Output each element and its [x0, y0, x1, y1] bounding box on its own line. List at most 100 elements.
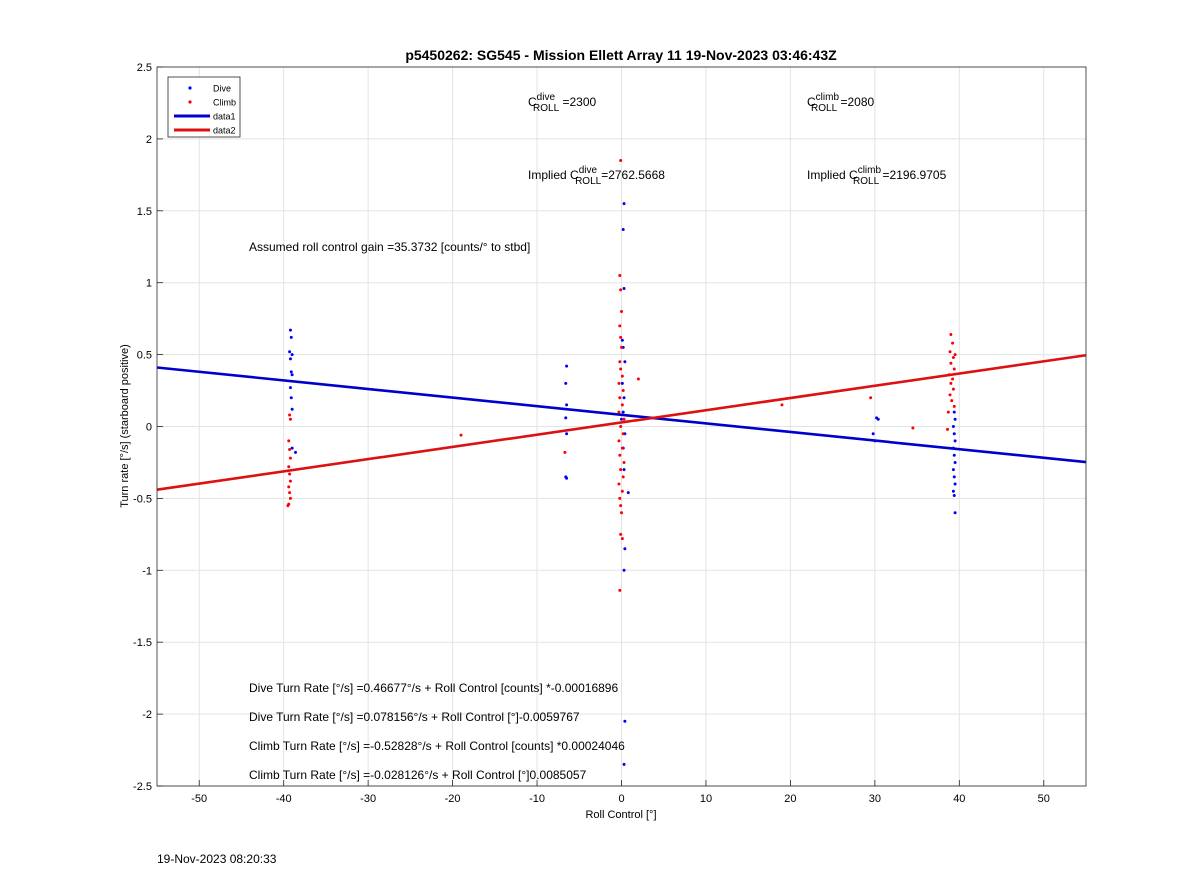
point-climb: [619, 335, 623, 339]
point-dive: [290, 446, 294, 450]
point-dive: [952, 410, 956, 414]
y-tick-label: -2: [142, 709, 152, 721]
point-climb: [618, 588, 622, 592]
y-tick-label: 0.5: [137, 350, 152, 362]
point-dive: [565, 403, 569, 407]
point-climb: [949, 381, 953, 385]
fit-line-data1: [156, 366, 1087, 464]
point-climb: [620, 374, 624, 378]
point-climb: [287, 465, 291, 469]
point-climb: [288, 496, 292, 500]
point-dive: [290, 353, 294, 357]
point-climb: [951, 387, 955, 391]
point-climb: [619, 288, 623, 292]
chart-title: p5450262: SG545 - Mission Ellett Array 1…: [405, 47, 837, 63]
point-climb: [563, 450, 567, 454]
point-dive: [290, 407, 294, 411]
point-climb: [951, 355, 955, 359]
point-climb: [953, 353, 957, 357]
point-climb: [617, 439, 621, 443]
point-dive: [622, 568, 626, 572]
y-tick-label: -1.5: [133, 637, 152, 649]
point-dive: [620, 381, 624, 385]
point-climb: [288, 472, 292, 476]
point-climb: [947, 373, 951, 377]
point-climb: [945, 427, 949, 431]
point-climb: [621, 432, 625, 436]
y-tick-label: 0: [146, 422, 152, 434]
point-climb: [619, 367, 623, 371]
x-tick-label: 20: [784, 793, 796, 805]
point-climb: [288, 448, 292, 452]
point-climb: [617, 482, 621, 486]
point-climb: [621, 475, 625, 479]
point-climb: [620, 537, 624, 541]
fit-equation: Climb Turn Rate [°/s] =-0.028126°/s + Ro…: [249, 768, 587, 782]
point-dive: [564, 381, 568, 385]
point-climb: [946, 410, 950, 414]
point-climb: [869, 396, 873, 400]
point-dive: [952, 453, 956, 457]
legend-label: data1: [213, 112, 236, 122]
point-dive: [288, 328, 292, 332]
point-dive: [951, 489, 955, 493]
point-dive: [622, 202, 626, 206]
y-tick-label: 2: [146, 134, 152, 146]
point-dive: [952, 475, 956, 479]
implied-c-roll-dive-label: Implied Cdive ROLL=2762.5668: [528, 165, 665, 187]
point-dive: [953, 439, 957, 443]
point-climb: [618, 396, 622, 400]
point-dive: [290, 373, 294, 377]
x-tick-label: 30: [869, 793, 881, 805]
point-climb: [952, 404, 956, 408]
point-climb: [949, 361, 953, 365]
point-dive: [953, 482, 957, 486]
point-dive: [288, 357, 292, 361]
point-climb: [618, 496, 622, 500]
fit-equation: Climb Turn Rate [°/s] =-0.52828°/s + Rol…: [249, 739, 625, 753]
point-dive: [565, 364, 569, 368]
point-dive: [622, 286, 626, 290]
point-climb: [288, 479, 292, 483]
y-tick-label: -2.5: [133, 781, 152, 793]
point-dive: [876, 417, 880, 421]
fit-equation: Dive Turn Rate [°/s] =0.078156°/s + Roll…: [249, 710, 580, 724]
point-dive: [871, 432, 875, 436]
point-climb: [288, 456, 292, 460]
legend-marker: [188, 86, 192, 90]
fit-line-data2: [156, 353, 1087, 491]
x-tick-label: -50: [191, 793, 207, 805]
point-climb: [952, 367, 956, 371]
point-climb: [622, 417, 626, 421]
point-climb: [620, 345, 623, 349]
point-climb: [459, 433, 463, 437]
legend-label: Climb: [213, 98, 236, 108]
point-dive: [953, 511, 957, 515]
y-tick-label: 1.5: [137, 206, 152, 218]
point-dive: [622, 396, 626, 400]
point-dive: [623, 719, 627, 723]
point-dive: [289, 335, 293, 339]
y-axis-label: Turn rate [°/s] (starboard positive): [119, 344, 131, 508]
point-dive: [953, 417, 957, 421]
point-dive: [951, 446, 955, 450]
point-dive: [951, 425, 955, 428]
point-climb: [636, 377, 640, 381]
point-climb: [288, 491, 292, 495]
y-tick-label: -0.5: [133, 493, 152, 505]
point-dive: [289, 370, 293, 374]
point-dive: [620, 417, 623, 421]
point-climb: [620, 446, 624, 450]
point-climb: [951, 377, 955, 381]
print-timestamp: 19-Nov-2023 08:20:33: [157, 852, 277, 866]
x-tick-label: 0: [618, 793, 624, 805]
y-tick-label: 2.5: [137, 62, 152, 74]
point-dive: [621, 410, 625, 414]
series-layer: [156, 158, 1087, 766]
point-climb: [620, 403, 624, 407]
point-dive: [952, 432, 956, 436]
x-tick-label: -40: [276, 793, 292, 805]
point-dive: [952, 494, 956, 498]
point-dive: [622, 468, 626, 472]
point-climb: [288, 413, 292, 417]
